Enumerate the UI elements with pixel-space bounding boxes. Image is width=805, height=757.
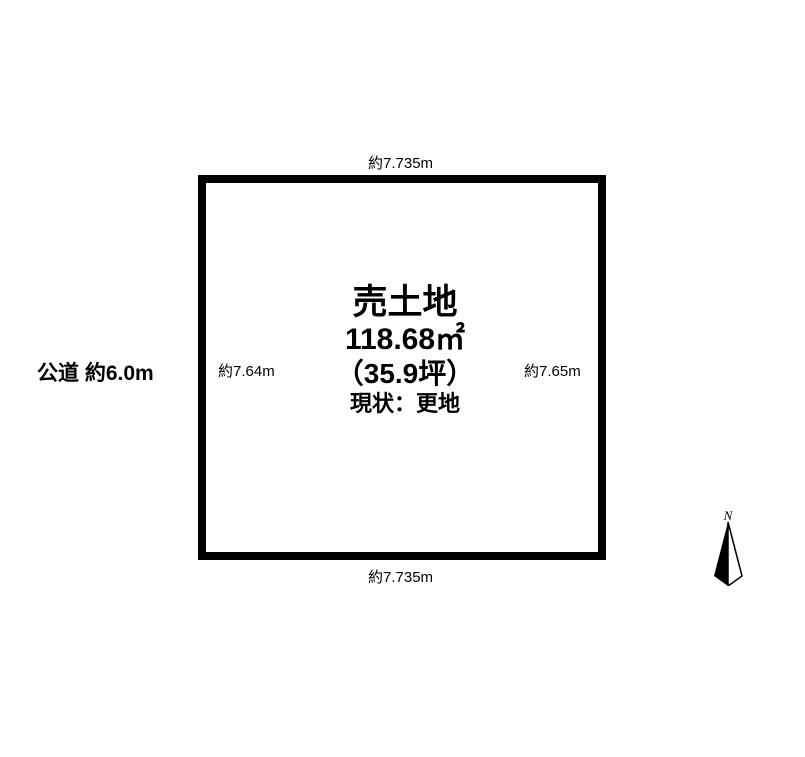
plot-tsubo: （35.9坪）	[300, 358, 510, 390]
plot-title: 売土地	[300, 283, 510, 323]
dimension-left: 約7.64m	[218, 360, 275, 381]
compass-letter: N	[723, 508, 734, 523]
plot-status: 現状：更地	[300, 390, 510, 418]
road-label: 公道 約6.0m	[37, 357, 154, 387]
dimension-right: 約7.65m	[524, 360, 581, 381]
dimension-top: 約7.735m	[368, 152, 433, 173]
plot-area: 118.68㎡	[300, 323, 510, 358]
dimension-bottom: 約7.735m	[368, 566, 433, 587]
compass-arrow-right	[728, 522, 742, 586]
compass-arrow-left	[714, 522, 728, 586]
plot-center-info: 売土地 118.68㎡ （35.9坪） 現状：更地	[300, 283, 510, 417]
compass-north: N	[708, 508, 748, 586]
